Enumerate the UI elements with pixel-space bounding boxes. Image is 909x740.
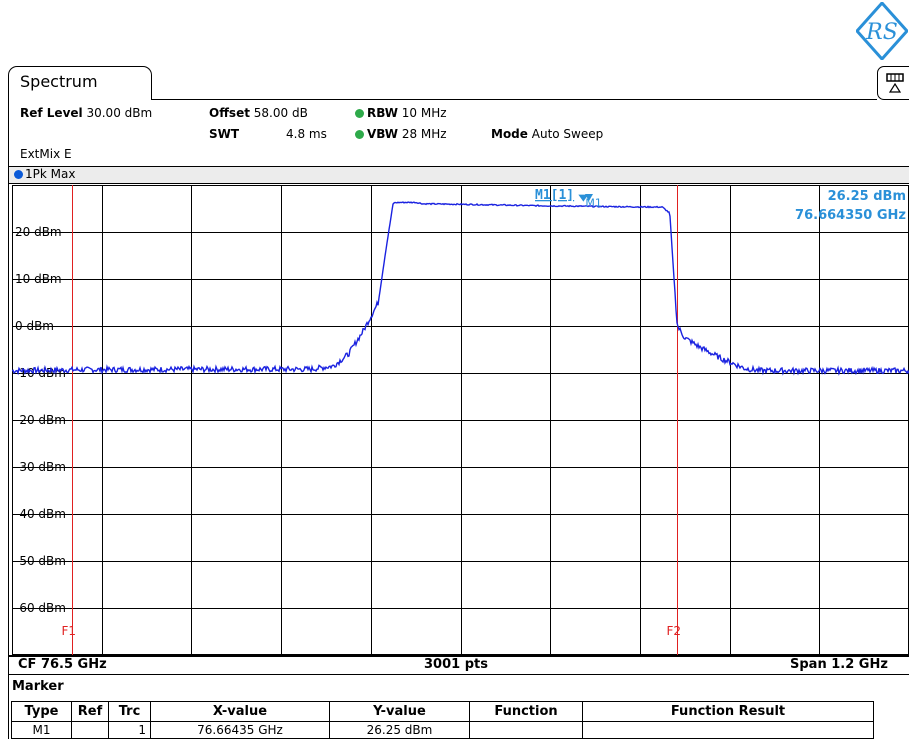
- y-tick-label: -60 dBm: [15, 601, 66, 615]
- rohde-schwarz-logo: RS: [856, 2, 908, 60]
- spectrum-tab[interactable]: [8, 66, 152, 100]
- vbw-label: VBW: [367, 127, 399, 141]
- frequency-span[interactable]: Span 1.2 GHz: [790, 657, 888, 672]
- spectrum-trace: [12, 201, 909, 376]
- trace-detector-label: 1Pk Max: [25, 167, 76, 181]
- marker-m1-symbol: [578, 194, 589, 202]
- y-tick-label: -40 dBm: [15, 507, 66, 521]
- col-x-value: X-value: [150, 701, 330, 722]
- y-tick-label: -30 dBm: [15, 460, 66, 474]
- display-config-button[interactable]: [877, 66, 909, 100]
- y-tick-label: -50 dBm: [15, 554, 66, 568]
- tab-divider: [151, 99, 877, 100]
- offset-setting[interactable]: Offset 58.00 dB: [209, 106, 308, 120]
- ref-level-label: Ref Level: [20, 106, 83, 120]
- cell-ref: [71, 721, 109, 739]
- vbw-value: 28 MHz: [401, 127, 447, 141]
- y-tick-label: -20 dBm: [15, 413, 66, 427]
- y-tick-label: 10 dBm: [15, 272, 62, 286]
- swt-setting[interactable]: SWT: [209, 127, 239, 141]
- rbw-label: RBW: [367, 106, 398, 120]
- marker-readout-icon: [585, 194, 593, 201]
- marker-table[interactable]: Type Ref Trc X-value Y-value Function Fu…: [11, 701, 874, 739]
- marker-readout-frequency: 76.664350 GHz: [795, 208, 906, 223]
- cell-function: [469, 721, 583, 739]
- rbw-setting[interactable]: RBW 10 MHz: [351, 106, 447, 120]
- cell-x-value: 76.66435 GHz: [150, 721, 330, 739]
- trace-info-bar: [9, 166, 909, 184]
- mode-value: Auto Sweep: [531, 127, 604, 141]
- window-frame-left: [8, 99, 9, 739]
- swt-value: 4.8 ms: [286, 127, 327, 141]
- frequency-lines: F1 F2: [62, 185, 682, 655]
- marker-readout-value: 26.25 dBm: [828, 189, 906, 204]
- col-ref: Ref: [71, 701, 109, 722]
- ref-level-value: 30.00 dBm: [86, 106, 153, 120]
- y-tick-label: 20 dBm: [15, 225, 62, 239]
- cell-trc: 1: [108, 721, 151, 739]
- rbw-value: 10 MHz: [401, 106, 447, 120]
- offset-label: Offset: [209, 106, 250, 120]
- center-frequency[interactable]: CF 76.5 GHz: [18, 657, 107, 672]
- marker-table-title: Marker: [12, 679, 64, 694]
- y-tick-label: 0 dBm: [15, 319, 54, 333]
- col-function-result: Function Result: [582, 701, 874, 722]
- logo-text: RS: [865, 20, 898, 45]
- col-type: Type: [11, 701, 72, 722]
- offset-value: 58.00 dB: [253, 106, 308, 120]
- trace-color-icon: [14, 170, 23, 179]
- vbw-setting[interactable]: VBW 28 MHz: [351, 127, 447, 141]
- col-y-value: Y-value: [329, 701, 470, 722]
- mode-setting[interactable]: Mode Auto Sweep: [491, 127, 603, 141]
- cell-type: M1: [11, 721, 72, 739]
- plot-grid: [12, 185, 909, 655]
- mode-label: Mode: [491, 127, 528, 141]
- swt-value-group: 4.8 ms: [286, 127, 327, 141]
- sweep-points[interactable]: 3001 pts: [424, 657, 488, 672]
- vbw-coupled-icon: [355, 130, 364, 139]
- swt-label: SWT: [209, 127, 240, 141]
- plot-footer: [9, 655, 909, 675]
- marker-table-header: Type Ref Trc X-value Y-value Function Fu…: [11, 701, 874, 722]
- display-config-icon: [886, 73, 904, 93]
- col-trc: Trc: [108, 701, 151, 722]
- ext-mix-label: ExtMix E: [20, 147, 72, 161]
- spectrum-tab-label: Spectrum: [20, 72, 98, 91]
- marker-readout-label: M1[1]: [535, 188, 574, 203]
- ref-level-setting[interactable]: Ref Level 30.00 dBm: [20, 106, 152, 120]
- table-row[interactable]: M1 1 76.66435 GHz 26.25 dBm: [11, 721, 874, 739]
- cell-function-result: [582, 721, 874, 739]
- col-function: Function: [469, 701, 583, 722]
- frequency-line-label: F2: [667, 624, 682, 638]
- frequency-line-label: F1: [62, 624, 77, 638]
- cell-y-value: 26.25 dBm: [329, 721, 470, 739]
- rbw-coupled-icon: [355, 109, 364, 118]
